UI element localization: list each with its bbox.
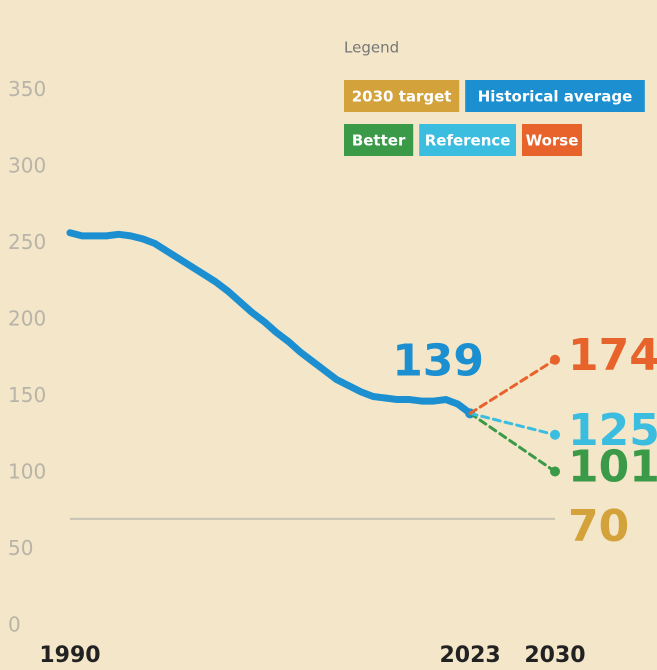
y-tick-label: 250 [8, 230, 46, 254]
data-label: 101 [568, 441, 657, 492]
projection-line [468, 358, 557, 415]
legend-title: Legend [344, 39, 399, 57]
data-label: 139 [392, 335, 484, 386]
legend-swatch [465, 80, 645, 112]
legend-label: 2030 target [352, 88, 452, 106]
legend-label: Reference [425, 132, 511, 150]
y-tick-label: 100 [8, 460, 46, 484]
legend-swatch [344, 80, 460, 112]
end-dot [550, 466, 560, 477]
y-tick-label: 0 [8, 613, 21, 637]
y-tick-label: 200 [8, 307, 46, 331]
legend-label: Historical average [478, 88, 633, 106]
target-label: 70 [568, 501, 629, 552]
legend-swatch [344, 124, 414, 156]
y-tick-label: 150 [8, 383, 46, 407]
legend-label: Better [352, 132, 406, 150]
legend-swatch [419, 124, 516, 156]
y-tick-label: 300 [8, 154, 46, 178]
x-tick-label: 2023 [440, 643, 501, 668]
projection-line [468, 411, 557, 437]
legend-swatch [522, 124, 582, 156]
end-dot [550, 429, 560, 440]
projection-line [468, 411, 557, 473]
x-tick-label: 2030 [524, 643, 585, 668]
historical-line [66, 229, 474, 417]
y-tick-label: 50 [8, 536, 33, 560]
x-tick-label: 1990 [39, 643, 100, 668]
end-dot [550, 354, 560, 365]
y-tick-label: 350 [8, 77, 46, 101]
legend-label: Worse [526, 132, 579, 150]
data-label: 125 [568, 405, 657, 456]
data-label: 174 [568, 330, 657, 381]
